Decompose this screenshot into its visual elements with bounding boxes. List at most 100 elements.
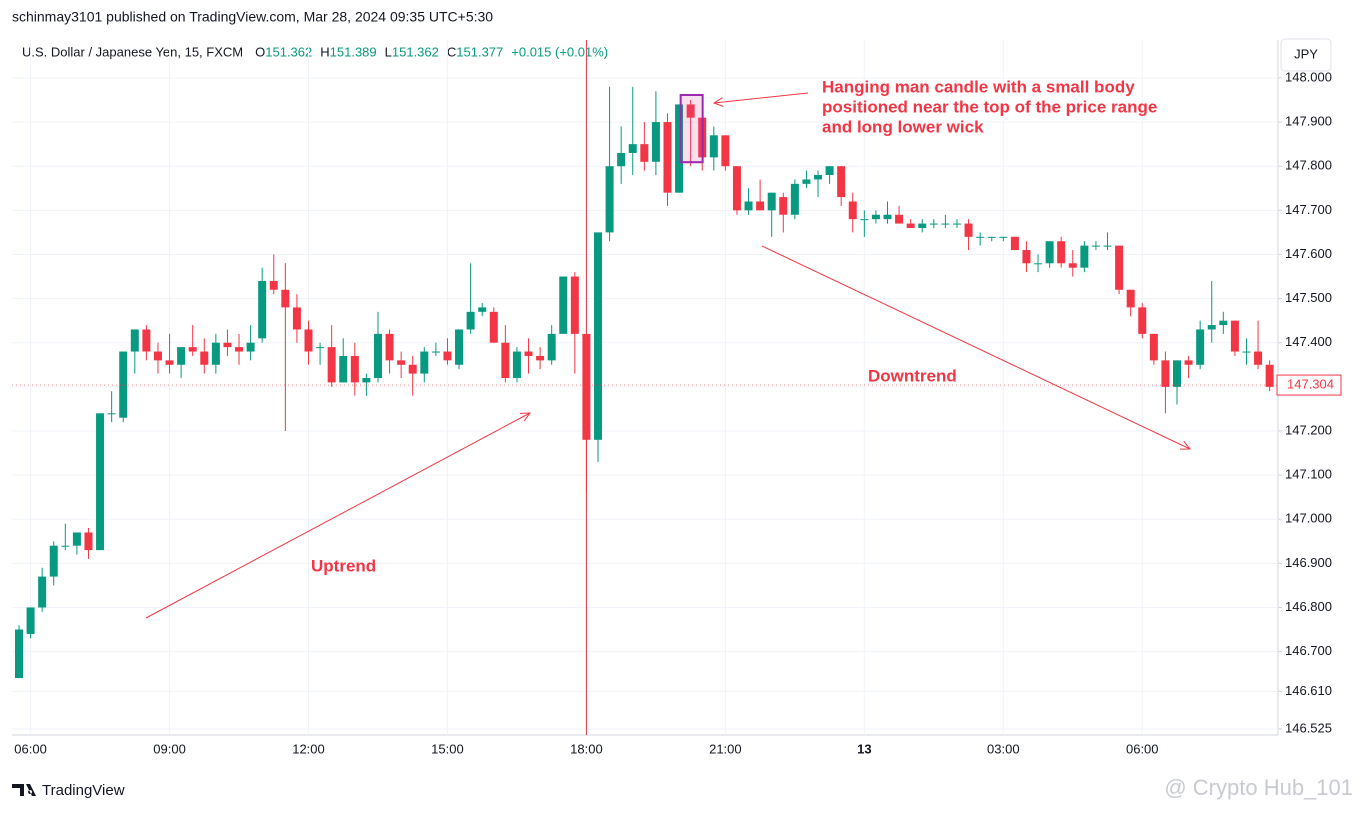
arrow-head xyxy=(1179,440,1192,450)
x-tick-label: 18:00 xyxy=(570,741,603,756)
candle-body xyxy=(1080,245,1089,268)
arrow-line xyxy=(713,92,809,104)
candle-body xyxy=(536,355,545,361)
candle-body xyxy=(524,351,533,356)
arrow-head xyxy=(712,97,724,107)
candle-body xyxy=(373,333,382,379)
legend-value: 151.362 xyxy=(265,44,312,59)
y-tick-label: 147.900 xyxy=(1285,114,1332,129)
candle-body xyxy=(420,351,429,374)
candle-body xyxy=(686,104,695,118)
last-price-label: 147.304 xyxy=(1287,377,1334,392)
candle-body xyxy=(1265,364,1274,387)
candle-body xyxy=(1149,333,1158,361)
candle-body xyxy=(107,413,116,415)
candle-body xyxy=(350,355,359,383)
candle-body xyxy=(594,232,602,440)
legend-key: H xyxy=(320,44,329,59)
candle-body xyxy=(952,223,961,225)
candle-body xyxy=(304,329,313,352)
candle-body xyxy=(408,364,417,374)
candle-body xyxy=(84,532,93,551)
candle-body xyxy=(779,197,788,215)
candle-body xyxy=(1091,245,1100,247)
candle-body xyxy=(455,329,464,365)
candle-body xyxy=(1034,263,1043,265)
candle-body xyxy=(941,223,950,225)
candle-body xyxy=(547,333,556,361)
tradingview-logo xyxy=(12,784,36,796)
legend-value: 151.377 xyxy=(456,44,503,59)
candle-body xyxy=(883,214,892,220)
candle-body xyxy=(814,175,823,180)
candle-body xyxy=(281,289,290,308)
candle-body xyxy=(397,360,406,365)
highlight-box xyxy=(679,94,704,164)
annotation-hanging-man: and long lower wick xyxy=(822,117,984,136)
candle-body xyxy=(119,351,128,418)
candle-body xyxy=(999,236,1008,238)
legend-value: 151.389 xyxy=(330,44,377,59)
candle-body xyxy=(1126,289,1135,308)
candle-body xyxy=(570,276,579,334)
candle-body xyxy=(431,351,440,353)
candle-body xyxy=(987,236,996,238)
candle-body xyxy=(153,351,162,361)
y-tick-label: 146.610 xyxy=(1285,683,1332,698)
candle-body xyxy=(825,166,834,176)
candle-body xyxy=(466,311,475,330)
candle-body xyxy=(269,280,278,290)
candle-body xyxy=(1242,351,1251,353)
candle-body xyxy=(918,223,927,228)
candle-body xyxy=(316,347,325,349)
candle-body xyxy=(177,347,186,365)
candle-body xyxy=(489,311,498,343)
candle-body xyxy=(292,307,301,330)
y-tick-label: 147.700 xyxy=(1285,202,1332,217)
candle-body xyxy=(767,192,776,211)
y-tick-label: 146.900 xyxy=(1285,555,1332,570)
x-tick-label: 21:00 xyxy=(709,741,742,756)
x-tick-label: 12:00 xyxy=(292,741,325,756)
candle-body xyxy=(582,333,591,440)
currency[interactable]: JPY xyxy=(1294,46,1318,61)
candle-body xyxy=(61,545,70,547)
candle-body xyxy=(15,629,23,679)
candle-body xyxy=(848,201,857,220)
candle-body xyxy=(1068,263,1077,268)
candle-body xyxy=(895,214,904,224)
candle-body xyxy=(721,135,730,167)
y-tick-label: 147.600 xyxy=(1285,246,1332,261)
candle-body xyxy=(72,532,81,546)
candle-body xyxy=(478,307,487,312)
candle-body xyxy=(1196,329,1205,365)
annotation-uptrend: Uptrend xyxy=(311,556,376,575)
candle-body xyxy=(385,333,394,361)
candle-body xyxy=(744,201,753,211)
candle-body xyxy=(1057,241,1066,264)
candle-body xyxy=(1045,241,1054,264)
candle-body xyxy=(1161,360,1170,387)
arrow-line xyxy=(145,412,531,619)
candle-body xyxy=(976,236,985,238)
currency-button[interactable] xyxy=(1280,38,1332,72)
legend-value: 151.362 xyxy=(392,44,439,59)
candle-body xyxy=(1207,325,1216,330)
x-tick-label: 06:00 xyxy=(14,741,47,756)
candle-body xyxy=(96,413,105,551)
candle-body xyxy=(38,576,47,608)
candle-body xyxy=(246,342,255,352)
candle-body xyxy=(756,201,765,211)
arrow-head xyxy=(519,412,532,422)
logo-icon xyxy=(12,784,36,796)
candle-body xyxy=(1103,245,1112,247)
candle-body xyxy=(327,347,336,383)
candle-body xyxy=(559,276,568,334)
candle-body xyxy=(188,347,197,352)
candle-body xyxy=(675,104,684,193)
y-tick-label: 147.000 xyxy=(1285,511,1332,526)
candle-body xyxy=(1173,360,1181,387)
y-tick-label: 146.525 xyxy=(1285,720,1332,735)
candle-body xyxy=(501,342,510,379)
